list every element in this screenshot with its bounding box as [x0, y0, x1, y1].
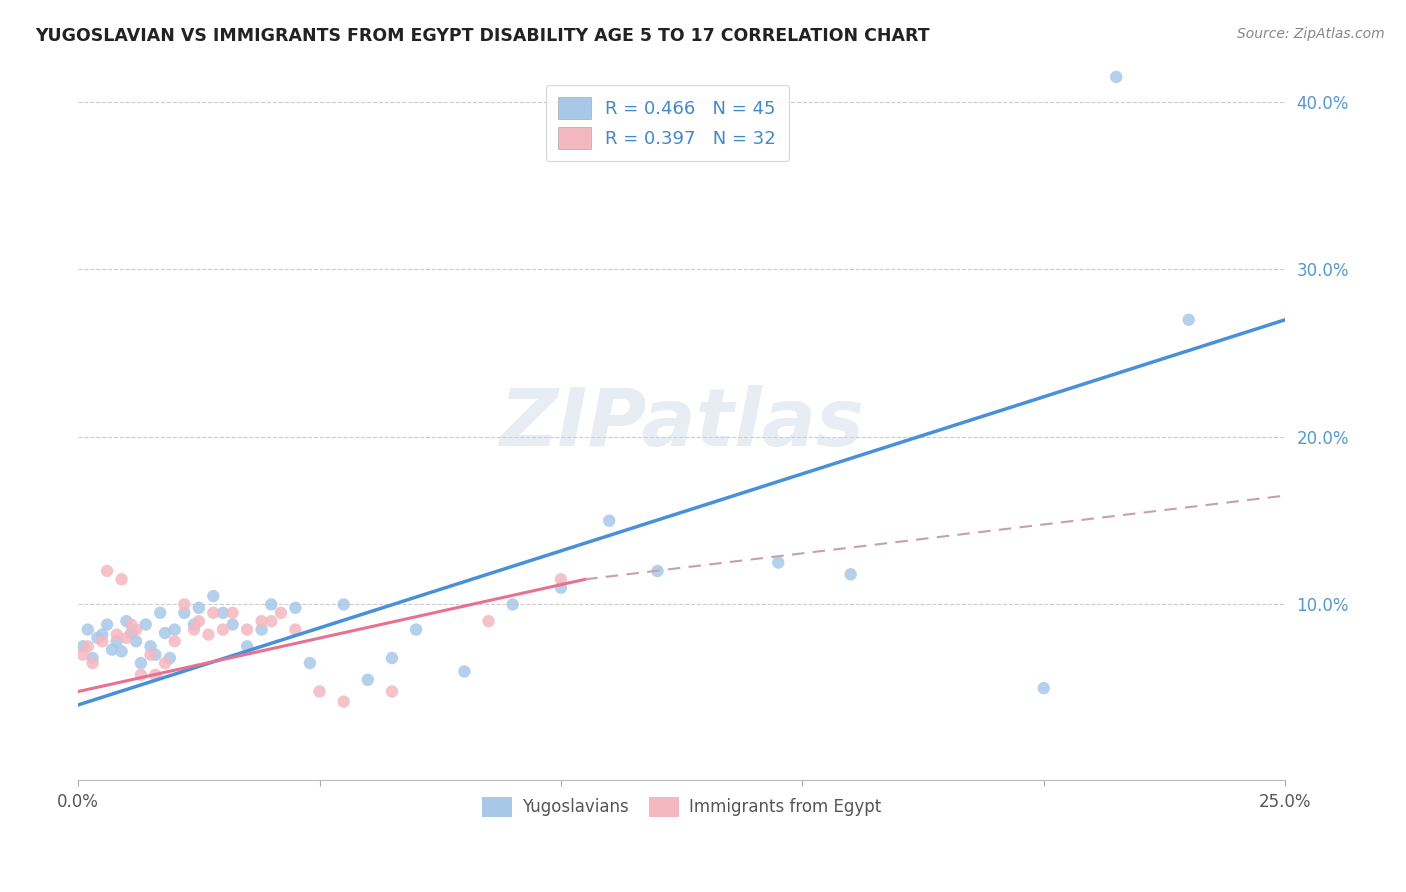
Point	[236, 640, 259, 654]
Point	[212, 623, 235, 637]
Point	[72, 640, 94, 654]
Point	[110, 572, 132, 586]
Point	[135, 617, 157, 632]
Point	[768, 556, 790, 570]
Point	[550, 572, 572, 586]
Point	[145, 667, 167, 681]
Point	[260, 614, 283, 628]
Point	[139, 640, 162, 654]
Point	[270, 606, 292, 620]
Point	[110, 644, 132, 658]
Point	[502, 598, 524, 612]
Point	[129, 656, 152, 670]
Point	[96, 617, 118, 632]
Point	[1105, 70, 1128, 84]
Point	[187, 614, 209, 628]
Point	[250, 623, 273, 637]
Point	[76, 640, 98, 654]
Point	[298, 656, 321, 670]
Point	[284, 623, 307, 637]
Point	[163, 634, 186, 648]
Point	[236, 623, 259, 637]
Point	[284, 600, 307, 615]
Point	[82, 651, 104, 665]
Point	[82, 656, 104, 670]
Point	[153, 626, 176, 640]
Point	[139, 648, 162, 662]
Point	[1032, 681, 1054, 696]
Point	[212, 606, 235, 620]
Point	[120, 617, 142, 632]
Point	[76, 623, 98, 637]
Point	[91, 627, 114, 641]
Point	[550, 581, 572, 595]
Point	[115, 614, 138, 628]
Point	[1177, 312, 1199, 326]
Text: ZIPatlas: ZIPatlas	[499, 385, 865, 464]
Point	[125, 623, 148, 637]
Point	[105, 627, 128, 641]
Point	[125, 634, 148, 648]
Point	[173, 598, 195, 612]
Point	[101, 642, 124, 657]
Point	[183, 617, 205, 632]
Point	[96, 564, 118, 578]
Text: Source: ZipAtlas.com: Source: ZipAtlas.com	[1237, 27, 1385, 41]
Point	[250, 614, 273, 628]
Point	[149, 606, 172, 620]
Point	[72, 648, 94, 662]
Point	[105, 634, 128, 648]
Legend: Yugoslavians, Immigrants from Egypt: Yugoslavians, Immigrants from Egypt	[474, 789, 890, 825]
Point	[159, 651, 181, 665]
Point	[173, 606, 195, 620]
Point	[647, 564, 669, 578]
Point	[197, 627, 219, 641]
Point	[221, 606, 243, 620]
Point	[308, 684, 330, 698]
Point	[453, 665, 475, 679]
Point	[115, 631, 138, 645]
Point	[332, 695, 354, 709]
Text: YUGOSLAVIAN VS IMMIGRANTS FROM EGYPT DISABILITY AGE 5 TO 17 CORRELATION CHART: YUGOSLAVIAN VS IMMIGRANTS FROM EGYPT DIS…	[35, 27, 929, 45]
Point	[145, 648, 167, 662]
Point	[357, 673, 380, 687]
Point	[221, 617, 243, 632]
Point	[163, 623, 186, 637]
Point	[120, 626, 142, 640]
Point	[260, 598, 283, 612]
Point	[202, 589, 225, 603]
Point	[839, 567, 862, 582]
Point	[91, 634, 114, 648]
Point	[183, 623, 205, 637]
Point	[86, 631, 108, 645]
Point	[187, 600, 209, 615]
Point	[405, 623, 427, 637]
Point	[381, 684, 404, 698]
Point	[129, 667, 152, 681]
Point	[477, 614, 499, 628]
Point	[381, 651, 404, 665]
Point	[202, 606, 225, 620]
Point	[153, 656, 176, 670]
Point	[598, 514, 620, 528]
Point	[332, 598, 354, 612]
